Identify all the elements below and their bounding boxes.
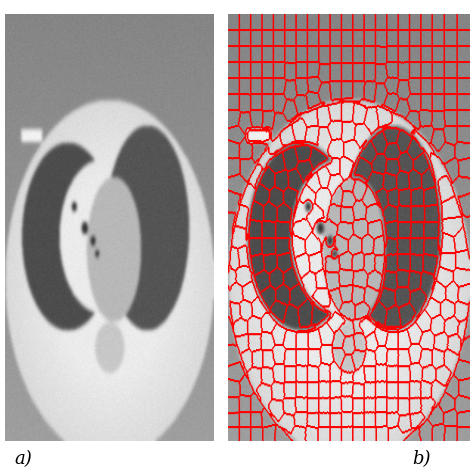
Text: b): b) [412,450,431,468]
Text: a): a) [14,450,32,468]
